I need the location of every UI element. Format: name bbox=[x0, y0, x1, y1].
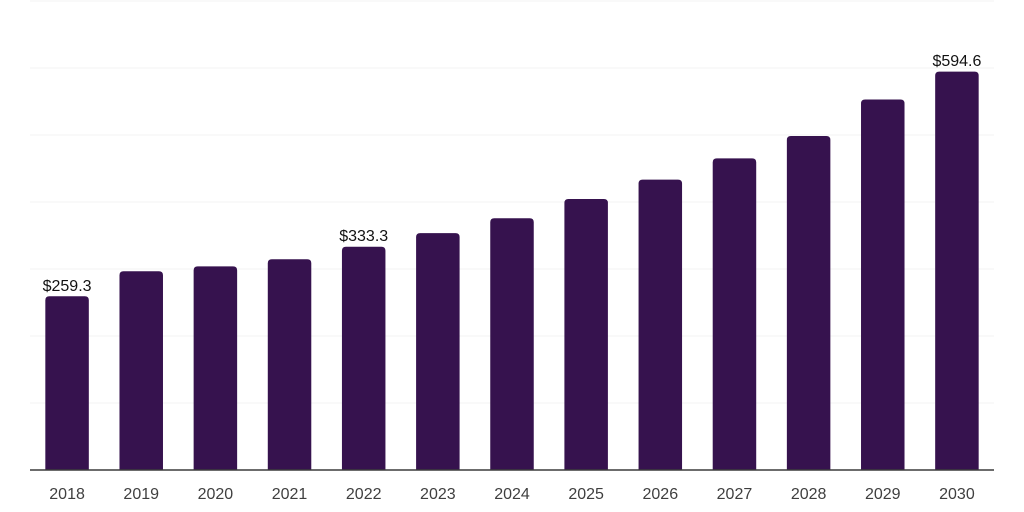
bar-2028[interactable] bbox=[786, 136, 831, 470]
bar-2027[interactable] bbox=[712, 158, 757, 471]
x-tick-2029: 2029 bbox=[865, 486, 901, 503]
data-label-2030: $594.6 bbox=[932, 53, 981, 70]
bar-2023[interactable] bbox=[416, 233, 460, 470]
bar-2020[interactable] bbox=[193, 266, 238, 470]
data-label-2018: $259.3 bbox=[43, 278, 92, 295]
bar-2025[interactable] bbox=[564, 198, 608, 471]
bar-2019[interactable] bbox=[119, 271, 163, 470]
x-tick-2030: 2030 bbox=[939, 486, 975, 503]
x-tick-2021: 2021 bbox=[272, 486, 308, 503]
x-tick-2028: 2028 bbox=[791, 486, 827, 503]
x-tick-2024: 2024 bbox=[494, 486, 530, 503]
data-label-2022: $333.3 bbox=[339, 228, 388, 245]
bar-2021[interactable] bbox=[267, 259, 312, 470]
bar-2024[interactable] bbox=[490, 218, 534, 470]
bar-2030[interactable] bbox=[935, 71, 979, 471]
x-tick-2022: 2022 bbox=[346, 486, 382, 503]
x-tick-2025: 2025 bbox=[568, 486, 604, 503]
bar-2026[interactable] bbox=[638, 179, 683, 470]
bar-2018[interactable] bbox=[45, 296, 89, 470]
x-tick-2020: 2020 bbox=[198, 486, 234, 503]
x-tick-2026: 2026 bbox=[643, 486, 679, 503]
x-tick-2018: 2018 bbox=[49, 486, 85, 503]
x-tick-2027: 2027 bbox=[717, 486, 753, 503]
x-tick-2023: 2023 bbox=[420, 486, 456, 503]
x-tick-2019: 2019 bbox=[123, 486, 159, 503]
bar-2022[interactable] bbox=[341, 246, 386, 470]
bar-2029[interactable] bbox=[861, 99, 905, 471]
